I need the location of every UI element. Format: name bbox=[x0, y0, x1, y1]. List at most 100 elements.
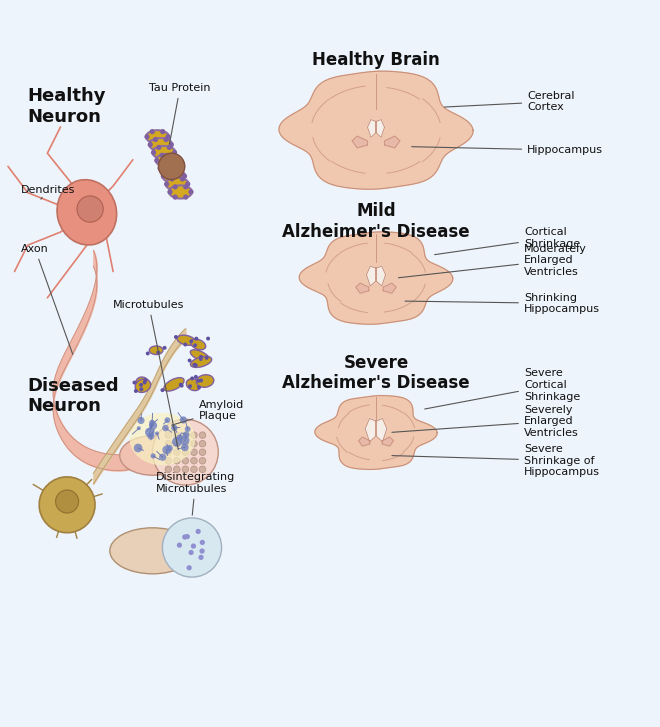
Text: Dendrites: Dendrites bbox=[21, 185, 75, 199]
Circle shape bbox=[145, 134, 150, 140]
Circle shape bbox=[139, 387, 143, 391]
Polygon shape bbox=[352, 136, 368, 148]
Circle shape bbox=[156, 350, 160, 355]
Circle shape bbox=[166, 179, 172, 184]
Ellipse shape bbox=[136, 377, 149, 389]
Ellipse shape bbox=[169, 185, 192, 198]
Circle shape bbox=[180, 187, 185, 192]
Circle shape bbox=[162, 518, 222, 577]
Circle shape bbox=[156, 155, 162, 160]
Circle shape bbox=[189, 340, 193, 343]
Circle shape bbox=[159, 454, 166, 461]
Polygon shape bbox=[382, 437, 393, 446]
Circle shape bbox=[152, 419, 218, 485]
Circle shape bbox=[188, 189, 193, 195]
Circle shape bbox=[149, 422, 153, 427]
Text: Moderately
Enlarged
Ventricles: Moderately Enlarged Ventricles bbox=[399, 244, 587, 278]
Circle shape bbox=[149, 422, 157, 430]
Circle shape bbox=[206, 337, 210, 340]
Circle shape bbox=[187, 358, 191, 363]
Ellipse shape bbox=[196, 374, 214, 387]
Text: Healthy Brain: Healthy Brain bbox=[312, 52, 440, 69]
Circle shape bbox=[148, 142, 153, 148]
Text: Healthy
Neuron: Healthy Neuron bbox=[28, 87, 106, 126]
Polygon shape bbox=[376, 119, 385, 137]
Ellipse shape bbox=[135, 379, 150, 393]
Circle shape bbox=[174, 457, 180, 464]
Ellipse shape bbox=[152, 146, 176, 159]
Ellipse shape bbox=[77, 196, 103, 222]
Text: Microtubules: Microtubules bbox=[113, 300, 185, 449]
Ellipse shape bbox=[129, 413, 195, 465]
Circle shape bbox=[158, 166, 163, 171]
Circle shape bbox=[160, 153, 165, 158]
Circle shape bbox=[168, 189, 173, 195]
Circle shape bbox=[139, 383, 143, 387]
Circle shape bbox=[163, 171, 168, 176]
Ellipse shape bbox=[39, 477, 95, 533]
Circle shape bbox=[174, 171, 178, 176]
Polygon shape bbox=[368, 119, 376, 137]
Text: Severe
Alzheimer's Disease: Severe Alzheimer's Disease bbox=[282, 353, 470, 393]
Circle shape bbox=[169, 142, 174, 148]
Circle shape bbox=[134, 389, 138, 393]
Circle shape bbox=[166, 445, 173, 451]
Circle shape bbox=[158, 153, 185, 180]
Circle shape bbox=[167, 145, 172, 150]
Ellipse shape bbox=[149, 346, 163, 355]
Circle shape bbox=[150, 454, 156, 459]
Text: Mild
Alzheimer's Disease: Mild Alzheimer's Disease bbox=[282, 203, 470, 241]
Circle shape bbox=[180, 384, 183, 387]
Polygon shape bbox=[366, 266, 376, 286]
Circle shape bbox=[183, 194, 188, 200]
Circle shape bbox=[148, 433, 153, 438]
Circle shape bbox=[182, 432, 189, 438]
Ellipse shape bbox=[191, 339, 206, 350]
Ellipse shape bbox=[55, 490, 79, 513]
Circle shape bbox=[134, 443, 143, 452]
Circle shape bbox=[185, 182, 190, 187]
Circle shape bbox=[165, 441, 172, 447]
Circle shape bbox=[183, 184, 188, 190]
Circle shape bbox=[137, 426, 141, 430]
Text: Severely
Enlarged
Ventricles: Severely Enlarged Ventricles bbox=[392, 405, 579, 438]
Circle shape bbox=[156, 145, 162, 150]
Circle shape bbox=[182, 441, 189, 447]
Circle shape bbox=[147, 433, 154, 440]
Circle shape bbox=[164, 137, 169, 142]
Ellipse shape bbox=[177, 335, 196, 345]
Text: Severe
Cortical
Shrinkage: Severe Cortical Shrinkage bbox=[425, 369, 580, 409]
Circle shape bbox=[170, 153, 175, 158]
Circle shape bbox=[160, 388, 164, 392]
Ellipse shape bbox=[57, 180, 117, 245]
Circle shape bbox=[199, 449, 206, 456]
Circle shape bbox=[173, 194, 178, 200]
Ellipse shape bbox=[190, 350, 209, 361]
Circle shape bbox=[167, 155, 172, 160]
Circle shape bbox=[150, 140, 155, 145]
Text: Cerebral
Cortex: Cerebral Cortex bbox=[444, 91, 575, 113]
Circle shape bbox=[172, 425, 176, 429]
Text: Cortical
Shrinkage: Cortical Shrinkage bbox=[435, 227, 580, 254]
Circle shape bbox=[153, 137, 158, 142]
Circle shape bbox=[174, 441, 180, 447]
Text: Shrinking
Hippocampus: Shrinking Hippocampus bbox=[405, 293, 600, 314]
Polygon shape bbox=[383, 283, 396, 293]
Circle shape bbox=[199, 548, 205, 554]
Circle shape bbox=[149, 419, 155, 425]
FancyBboxPatch shape bbox=[0, 28, 660, 699]
Circle shape bbox=[165, 432, 172, 438]
Circle shape bbox=[146, 351, 150, 356]
Circle shape bbox=[191, 466, 197, 473]
Circle shape bbox=[195, 337, 199, 341]
Circle shape bbox=[172, 150, 177, 155]
Circle shape bbox=[185, 534, 190, 539]
Circle shape bbox=[199, 457, 206, 464]
Circle shape bbox=[191, 543, 196, 549]
Circle shape bbox=[145, 427, 154, 437]
Circle shape bbox=[173, 184, 178, 190]
Polygon shape bbox=[358, 437, 370, 446]
Circle shape bbox=[166, 134, 171, 140]
Circle shape bbox=[177, 434, 183, 441]
Ellipse shape bbox=[186, 379, 201, 390]
